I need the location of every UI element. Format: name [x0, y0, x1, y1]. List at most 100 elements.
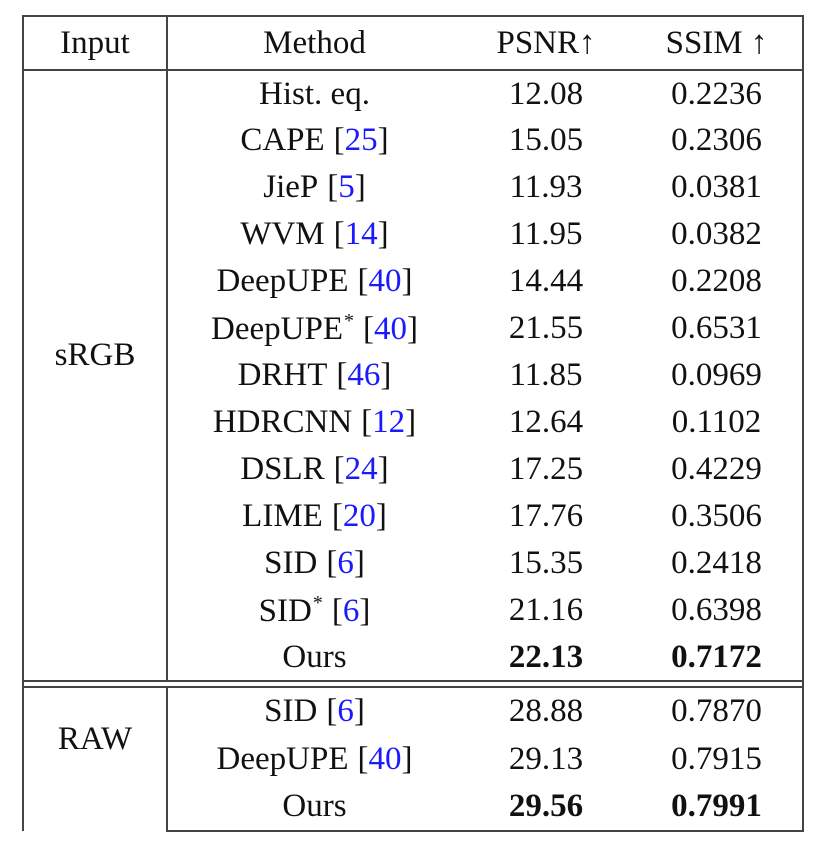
psnr-cell: 21.16 [508, 592, 584, 628]
table-row: CAPE [25] 15.05 0.2306 [23, 117, 804, 164]
ssim-cell: 0.2236 [631, 70, 804, 117]
method-cell: DeepUPE [40] [167, 258, 461, 305]
table-row: DeepUPE* [40] 21.55 0.6531 [23, 305, 804, 352]
psnr-cell: 12.64 [508, 404, 584, 440]
method-cell: DSLR [24] [167, 446, 461, 493]
ssim-cell: 0.1102 [631, 399, 804, 446]
table-row: Ours 22.13 0.7172 [23, 634, 804, 682]
method-name: Ours [282, 638, 347, 675]
table-row: DeepUPE [40] 14.44 0.2208 [23, 258, 804, 305]
citation: [14] [333, 216, 389, 252]
method-cell: JieP [5] [167, 164, 461, 211]
citation: [6] [331, 592, 371, 629]
ssim-cell: 0.2418 [631, 540, 804, 587]
psnr-cell: 29.13 [508, 740, 584, 777]
method-name: SID [258, 592, 312, 629]
method-cell: SID [6] [167, 687, 461, 735]
citation: [24] [333, 451, 389, 487]
header-cell: SSIM ↑ [631, 16, 804, 71]
table-row: DeepUPE [40] 29.13 0.7915 [23, 735, 804, 783]
table-row: DSLR [24] 17.25 0.4229 [23, 446, 804, 493]
citation: [20] [331, 498, 387, 534]
psnr-cell: 29.56 [461, 783, 631, 832]
method-superscript: * [343, 309, 354, 332]
method-cell: DeepUPE [40] [167, 735, 461, 783]
ssim-cell: 0.0382 [631, 211, 804, 258]
method-name: DeepUPE [216, 740, 349, 777]
header-cell: Method [167, 16, 461, 71]
citation: [40] [357, 263, 413, 299]
ssim-cell: 0.3506 [631, 493, 804, 540]
ssim-cell: 0.7870 [631, 687, 804, 735]
table-row: Ours 29.56 0.7991 [23, 783, 804, 832]
psnr-cell: 21.55 [508, 310, 584, 346]
psnr-cell: 11.95 [509, 216, 583, 252]
method-name: SID [264, 693, 318, 729]
psnr-cell: 17.25 [508, 451, 584, 487]
method-name: DSLR [240, 451, 325, 487]
table-row: WVM [14] 11.95 0.0382 [23, 211, 804, 258]
citation: [40] [357, 740, 413, 777]
method-name: SID [264, 545, 318, 581]
method-cell: HDRCNN [12] [167, 399, 461, 446]
method-cell: CAPE [25] [167, 117, 461, 164]
psnr-cell: 28.88 [508, 693, 584, 729]
method-cell: SID* [6] [167, 587, 461, 634]
method-name: WVM [240, 216, 325, 252]
ssim-cell: 0.4229 [631, 446, 804, 493]
method-cell: Ours [167, 783, 461, 832]
table-row: SID* [6] 21.16 0.6398 [23, 587, 804, 634]
psnr-cell: 22.13 [461, 634, 631, 682]
method-cell: WVM [14] [167, 211, 461, 258]
table-row: SID [6] 15.35 0.2418 [23, 540, 804, 587]
psnr-cell: 11.85 [509, 357, 583, 393]
method-superscript: * [312, 591, 323, 614]
ssim-cell: 0.0381 [631, 164, 804, 211]
ssim-cell: 0.7915 [631, 735, 804, 783]
results-table: Input Method PSNR↑ SSIM ↑ sRGB Hist. eq. 1… [22, 15, 804, 832]
table-row: sRGB Hist. eq. 12.08 0.2236 [22, 70, 804, 681]
ssim-cell: 0.6398 [631, 587, 804, 634]
method-cell: Ours [167, 634, 461, 682]
table-row: DRHT [46] 11.85 0.0969 [23, 352, 804, 399]
ssim-cell: 0.7172 [631, 634, 804, 682]
input-cell: sRGB [22, 70, 168, 681]
citation: [40] [362, 310, 418, 347]
psnr-cell: 11.93 [509, 169, 583, 205]
psnr-cell: 17.76 [508, 498, 584, 534]
header-cell: PSNR↑ [461, 16, 631, 71]
ssim-cell: 0.2208 [631, 258, 804, 305]
table-row: HDRCNN [12] 12.64 0.1102 [23, 399, 804, 446]
citation: [6] [326, 693, 365, 729]
method-cell: DRHT [46] [167, 352, 461, 399]
method-cell: DeepUPE* [40] [167, 305, 461, 352]
citation: [46] [336, 357, 392, 393]
psnr-cell: 12.08 [508, 75, 584, 112]
ssim-cell: 0.7991 [631, 783, 804, 832]
input-cell: RAW [22, 687, 168, 831]
table-row: JieP [5] 11.93 0.0381 [23, 164, 804, 211]
citation: [6] [326, 545, 365, 581]
group-separator [22, 680, 804, 688]
separator-cell [22, 680, 804, 688]
ssim-cell: 0.2306 [631, 117, 804, 164]
citation: [5] [327, 169, 366, 205]
method-name: Ours [282, 788, 347, 824]
method-name: DeepUPE [216, 263, 349, 299]
method-name: CAPE [240, 122, 325, 158]
psnr-cell: 15.35 [508, 545, 584, 581]
method-cell: LIME [20] [167, 493, 461, 540]
table-row: RAW SID [6] 28.88 0.7870 [22, 687, 804, 831]
ssim-cell: 0.0969 [631, 352, 804, 399]
method-cell: SID [6] [167, 540, 461, 587]
method-name: Hist. eq. [259, 75, 370, 112]
table-row: LIME [20] 17.76 0.3506 [23, 493, 804, 540]
method-name: DeepUPE [211, 310, 343, 347]
method-name: HDRCNN [212, 404, 353, 440]
psnr-cell: 15.05 [508, 122, 584, 158]
citation: [12] [361, 404, 417, 440]
method-name: DRHT [237, 357, 328, 393]
method-cell: Hist. eq. [167, 70, 461, 117]
citation: [25] [333, 122, 389, 158]
